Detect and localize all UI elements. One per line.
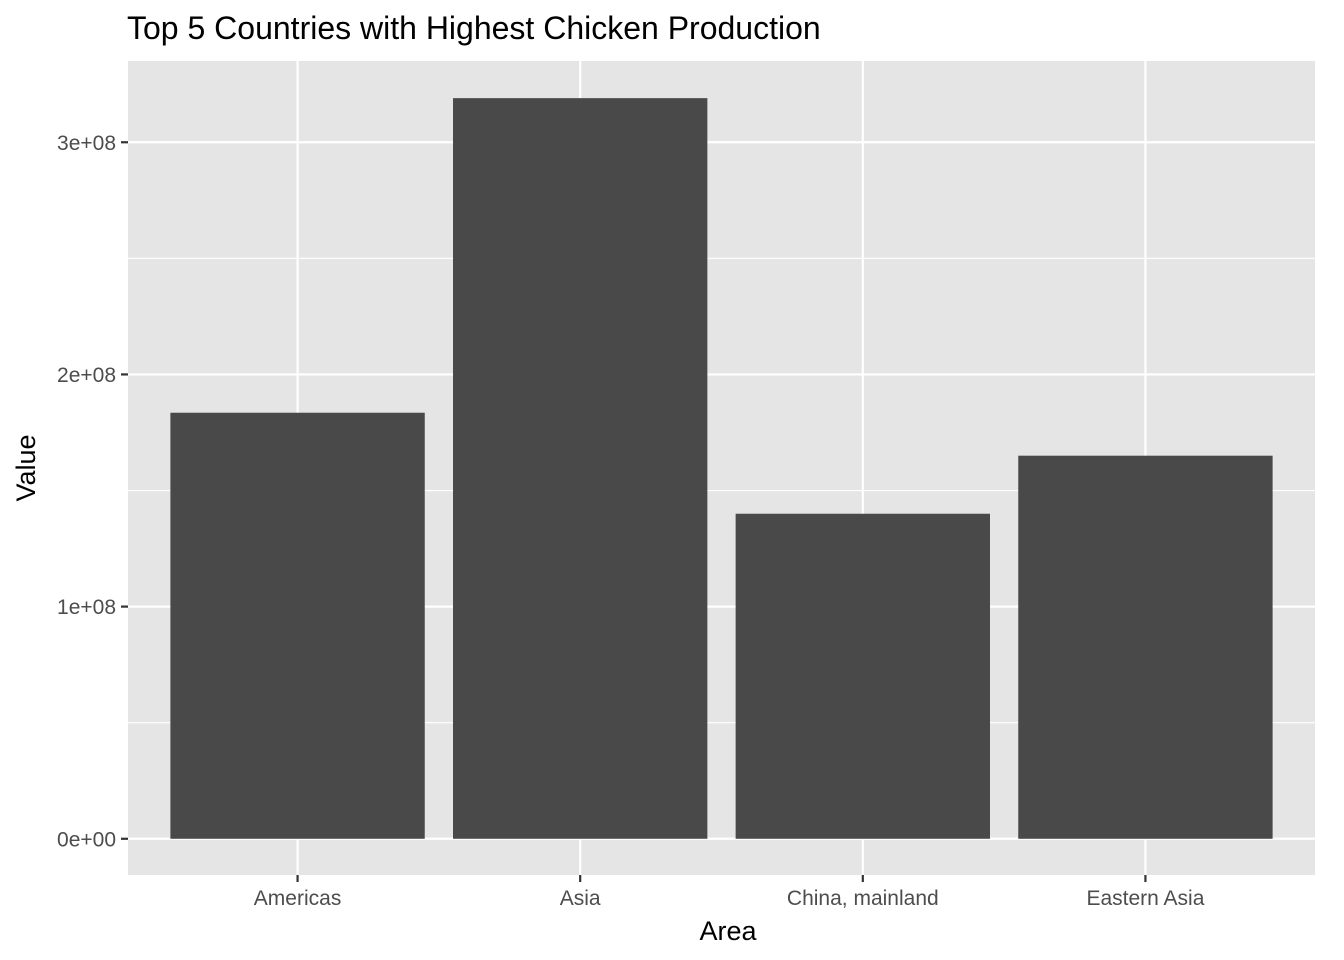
y-axis-title: Value [11, 434, 41, 501]
x-tick-label: Asia [560, 887, 601, 910]
x-axis-title: Area [699, 916, 757, 946]
bar-eastern-asia [1018, 455, 1273, 839]
bar-americas [170, 412, 425, 839]
x-tick-label: Americas [254, 887, 342, 910]
bar-asia [453, 98, 708, 839]
y-tick-label: 2e+08 [57, 364, 116, 387]
bars [170, 98, 1273, 839]
y-tick-label: 0e+00 [57, 828, 116, 851]
chart-title: Top 5 Countries with Highest Chicken Pro… [127, 10, 821, 46]
y-tick-label: 3e+08 [57, 132, 116, 155]
bar-china-mainland [735, 513, 990, 839]
x-tick-label: Eastern Asia [1086, 887, 1204, 910]
y-axis: 0e+00 1e+08 2e+08 3e+08 [57, 132, 128, 851]
y-tick-label: 1e+08 [57, 596, 116, 619]
x-tick-label: China, mainland [787, 887, 939, 910]
x-axis: Americas Asia China, mainland Eastern Asia [254, 875, 1205, 910]
